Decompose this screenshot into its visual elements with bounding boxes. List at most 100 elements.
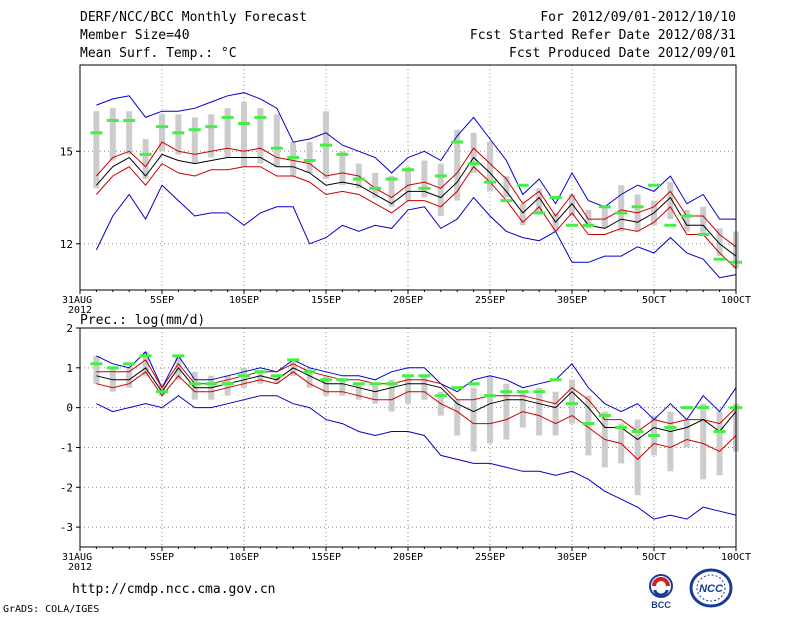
precip-obs-mark <box>123 362 136 366</box>
precip-member-box <box>454 399 461 436</box>
temp-member-box <box>208 114 215 158</box>
produced-date: Fcst Produced Date 2012/09/01 <box>509 46 736 61</box>
precip-member-box <box>552 391 559 436</box>
precip-obs-mark <box>156 390 168 394</box>
precip-member-box <box>126 367 133 388</box>
temp-obs-mark <box>467 162 480 166</box>
precip-ytick-label: -2 <box>60 481 73 494</box>
grads-credit: GrADS: COLA/IGES <box>3 604 100 615</box>
variable-label: Mean Surf. Temp.: °C <box>80 46 237 61</box>
precip-obs-mark <box>238 374 250 378</box>
precip-xtick-label: 5OCT <box>642 552 666 563</box>
precip-obs-mark <box>270 374 283 378</box>
source-url[interactable]: http://cmdp.ncc.cma.gov.cn <box>72 582 276 597</box>
precip-obs-mark <box>598 414 611 418</box>
temp-member-box <box>601 206 608 229</box>
precip-obs-mark <box>680 406 693 410</box>
temp-obs-mark <box>516 183 529 187</box>
temp-xtick-label: 5OCT <box>642 295 666 306</box>
temp-member-box <box>667 182 674 220</box>
precip-member-box <box>224 375 231 396</box>
temp-upper-line <box>96 141 737 248</box>
precip-obs-mark <box>434 394 447 398</box>
precip-member-box <box>536 387 543 436</box>
temp-max-line <box>96 92 736 220</box>
precip-ytick-label: -3 <box>60 521 73 534</box>
temp-member-box <box>191 117 198 164</box>
temp-member-box <box>569 194 575 217</box>
temp-obs-mark <box>106 118 119 122</box>
temp-member-box <box>716 228 723 257</box>
precip-ytick-label: 0 <box>66 402 73 415</box>
precip-xtick-label: 31AUG <box>62 552 92 563</box>
temp-obs-mark <box>385 177 398 181</box>
precip-obs-mark <box>615 426 628 430</box>
precip-obs-mark <box>336 378 349 382</box>
temp-mean-line <box>96 153 737 257</box>
temp-xtick-label: 31AUG <box>62 295 92 306</box>
temp-obs-mark <box>582 223 595 227</box>
temp-ytick-label: 12 <box>60 238 73 251</box>
precip-member-box <box>585 395 592 456</box>
temp-obs-mark <box>451 140 464 144</box>
temp-obs-mark <box>238 122 250 126</box>
precip-obs-mark <box>320 378 332 382</box>
temp-member-box <box>257 108 264 164</box>
precip-member-box <box>339 379 346 396</box>
precip-xtick-label: 5SEP <box>150 552 174 563</box>
temp-member-box <box>683 209 690 232</box>
temp-member-box <box>470 132 477 173</box>
temp-member-box <box>273 114 280 167</box>
precip-obs-mark <box>254 370 267 374</box>
precip-xtick-label: 10SEP <box>229 552 259 563</box>
precip-member-box <box>93 355 100 384</box>
precip-obs-mark <box>205 382 218 386</box>
precip-obs-mark <box>106 366 119 370</box>
precip-xtick-label: 20SEP <box>393 552 423 563</box>
precip-member-box <box>716 411 723 476</box>
temp-member-box <box>339 151 346 186</box>
temp-member-box <box>109 108 116 161</box>
precip-obs-mark <box>139 354 152 358</box>
temp-obs-mark <box>615 211 628 215</box>
temp-member-box <box>700 206 707 235</box>
temp-obs-mark <box>303 159 316 163</box>
ncc-logo-text: NCC <box>699 583 724 595</box>
temp-member-box <box>372 172 379 198</box>
temp-obs-mark <box>549 196 562 200</box>
precip-obs-mark <box>352 382 365 386</box>
temp-obs-mark <box>123 118 136 122</box>
precip-member-box <box>405 375 411 404</box>
precip-obs-mark <box>287 358 300 362</box>
precip-obs-mark <box>533 390 546 394</box>
temp-obs-mark <box>205 125 218 129</box>
precip-upper-line <box>96 359 737 433</box>
forecast-range: For 2012/09/01-2012/10/10 <box>540 10 736 25</box>
precip-xtick-label: 30SEP <box>557 552 587 563</box>
temp-member-box <box>503 175 510 198</box>
precip-obs-mark <box>303 370 316 374</box>
temp-member-box <box>142 138 149 180</box>
precip-obs-mark <box>713 430 726 434</box>
temp-obs-mark <box>402 168 414 172</box>
temp-obs-mark <box>418 186 431 190</box>
precip-member-box <box>667 411 674 472</box>
precip-obs-mark <box>188 382 201 386</box>
temp-obs-mark <box>270 146 283 150</box>
precip-member-box <box>323 375 329 396</box>
precip-mean-line <box>96 366 737 441</box>
temp-obs-mark <box>320 143 332 147</box>
temp-obs-mark <box>533 211 546 215</box>
temp-obs-mark <box>336 152 349 156</box>
temp-member-box <box>224 108 231 158</box>
precip-member-box <box>421 375 428 400</box>
precip-member-box <box>503 383 510 440</box>
temp-xtick-year: 2012 <box>68 305 92 316</box>
precip-obs-mark <box>664 426 677 430</box>
start-date: Fcst Started Refer Date 2012/08/31 <box>469 28 736 43</box>
temp-member-box <box>175 114 182 155</box>
temp-xtick-label: 20SEP <box>393 295 423 306</box>
precip-member-box <box>372 383 379 404</box>
precip-obs-mark <box>418 374 431 378</box>
